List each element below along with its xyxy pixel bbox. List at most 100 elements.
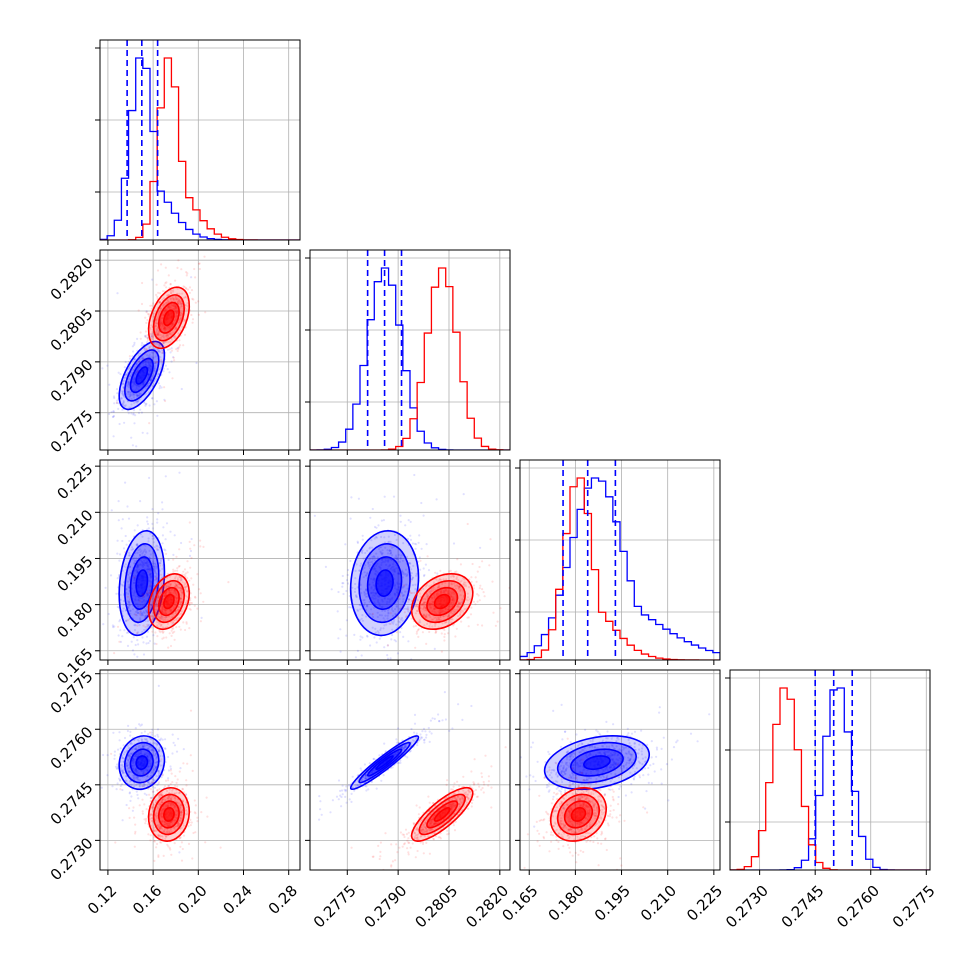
scatter-point (139, 533, 142, 536)
scatter-point (418, 534, 421, 537)
scatter-point (181, 326, 184, 329)
scatter-point (132, 581, 135, 585)
scatter-point (373, 556, 376, 559)
scatter-point (143, 380, 146, 383)
scatter-point (397, 585, 400, 589)
scatter-point (171, 324, 174, 327)
scatter-point (160, 320, 163, 323)
scatter-point (395, 588, 398, 591)
scatter-point (405, 614, 408, 617)
scatter-point (385, 563, 388, 567)
scatter-point (159, 617, 162, 620)
scatter-point (393, 569, 396, 572)
scatter-point (159, 322, 162, 325)
scatter-point (355, 594, 358, 597)
scatter-point (381, 609, 384, 612)
scatter-point (438, 578, 441, 581)
scatter-point (394, 640, 398, 643)
scatter-point (125, 619, 128, 623)
scatter-point (136, 337, 139, 340)
scatter-point (366, 670, 368, 672)
scatter-point (150, 347, 153, 351)
scatter-point (130, 587, 134, 590)
scatter-point (384, 614, 387, 617)
scatter-point (447, 592, 450, 595)
scatter-point (364, 589, 368, 592)
scatter-point (184, 601, 187, 604)
scatter-point (393, 583, 397, 586)
scatter-point (156, 332, 159, 335)
scatter-point (372, 584, 375, 587)
scatter-point (136, 565, 139, 568)
scatter-point (154, 570, 157, 574)
scatter-point (449, 605, 452, 608)
scatter-point (163, 548, 166, 551)
scatter-point (124, 609, 127, 612)
scatter-point (394, 587, 397, 590)
scatter-point (155, 574, 158, 578)
scatter-point (199, 539, 202, 542)
scatter-point (172, 336, 175, 339)
scatter-point (145, 609, 148, 613)
scatter-point (386, 644, 390, 647)
scatter-point (428, 614, 431, 617)
scatter-point (407, 610, 410, 613)
scatter-point (470, 580, 473, 584)
scatter-point (130, 412, 133, 415)
scatter-point (392, 565, 395, 568)
scatter-point (167, 558, 170, 562)
scatter-point (131, 392, 134, 395)
scatter-point (157, 548, 160, 552)
scatter-point (147, 733, 150, 736)
scatter-point (134, 613, 137, 616)
scatter-point (155, 361, 158, 364)
scatter-point (415, 630, 419, 633)
scatter-point (163, 311, 166, 314)
scatter-point (147, 623, 150, 627)
scatter-point (122, 547, 126, 550)
scatter-point (153, 566, 156, 569)
scatter-point (113, 652, 116, 655)
scatter-point (144, 607, 147, 610)
scatter-point (132, 409, 136, 412)
scatter-point (411, 584, 414, 587)
scatter-point (126, 382, 130, 385)
scatter-point (115, 401, 118, 404)
scatter-point (453, 571, 456, 574)
scatter-point (174, 581, 177, 585)
scatter-point (157, 594, 160, 597)
scatter-point (178, 471, 181, 474)
scatter-point (158, 562, 161, 565)
scatter-point (166, 294, 169, 297)
scatter-point (363, 592, 366, 595)
scatter-point (153, 584, 156, 587)
scatter-point (152, 356, 155, 359)
scatter-point (159, 307, 163, 310)
scatter-point (185, 274, 188, 277)
scatter-point (137, 605, 140, 608)
scatter-point (134, 602, 137, 606)
scatter-point (174, 305, 177, 308)
scatter-point (175, 312, 178, 315)
scatter-point (403, 611, 406, 614)
scatter-point (177, 321, 180, 324)
scatter-point (394, 554, 398, 557)
scatter-point (406, 608, 409, 611)
scatter-point (164, 282, 167, 285)
scatter-point (156, 635, 159, 638)
scatter-point (145, 642, 148, 645)
scatter-point (460, 579, 463, 582)
scatter-point (127, 619, 130, 622)
scatter-point (153, 369, 156, 372)
scatter-point (392, 495, 396, 498)
scatter-point (136, 611, 139, 614)
scatter-point (170, 609, 173, 613)
scatter-point (170, 291, 173, 294)
scatter-point (153, 546, 156, 549)
scatter-point (361, 614, 364, 617)
scatter-point (199, 592, 202, 595)
scatter-point (176, 300, 180, 303)
scatter-point (161, 774, 164, 777)
scatter-point (142, 595, 145, 598)
scatter-point (151, 397, 154, 400)
